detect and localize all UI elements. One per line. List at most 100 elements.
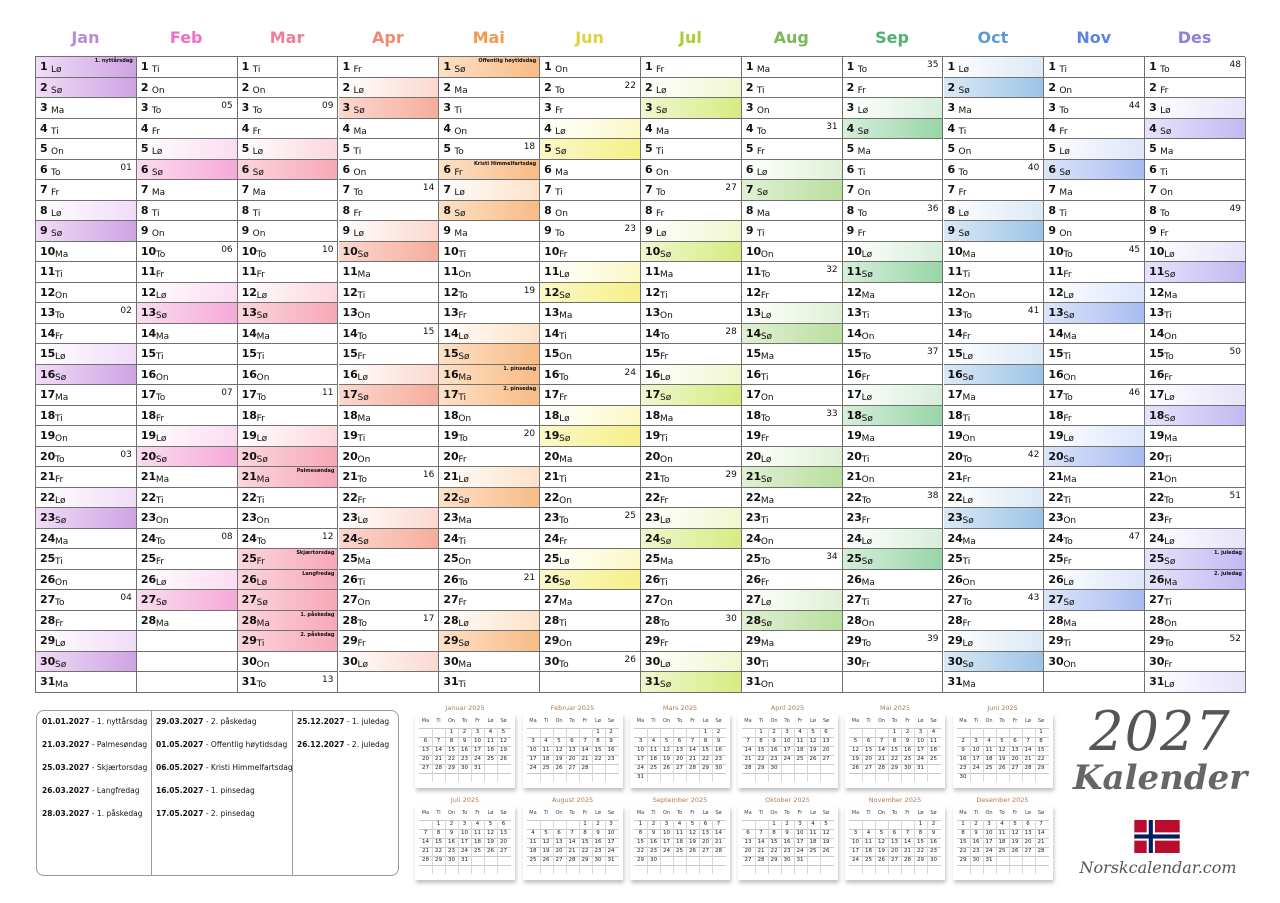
mini-month: Mai 2025 Ma Ti On To Fr Lø Sø 1 2 3 4 5 6 7 8 9 10 11 12 13 1… <box>845 704 945 788</box>
day-cell: 28 Fr <box>36 610 137 632</box>
weekday-label: Ti <box>559 331 567 342</box>
week-number: 04 <box>120 593 132 604</box>
day-cell: 25 Fr Skjærtorsdag <box>237 549 339 570</box>
weekday-label: Fr <box>1063 557 1072 568</box>
weekday-label: Ti <box>155 495 164 506</box>
day-number: 12 <box>342 285 358 299</box>
day-number: 22 <box>947 490 963 504</box>
mini-day: 17 <box>461 839 468 845</box>
mini-day: 22 <box>594 756 602 762</box>
weekday-label: Lø <box>756 167 768 178</box>
mini-day: 16 <box>904 747 911 753</box>
day-cell: 13 On <box>338 303 440 324</box>
mini-day: 17 <box>972 756 980 762</box>
mini-row-line <box>526 728 619 729</box>
day-number: 12 <box>846 285 862 299</box>
day-cell: 24 To 47 <box>1044 528 1146 550</box>
mini-col-line <box>862 728 863 782</box>
day-number: 21 <box>241 470 257 484</box>
day-cell: 7 Lø <box>439 180 541 201</box>
mini-weekday-label: Ma <box>529 810 537 816</box>
day-number: 15 <box>443 347 459 361</box>
day-number: 24 <box>947 531 963 545</box>
mini-day: 30 <box>448 857 455 863</box>
holiday-entry: 06.05.2027 - Kristi Himmelfartsdag <box>156 763 293 772</box>
mini-day: 24 <box>783 756 791 762</box>
mini-day: 1 <box>583 821 587 827</box>
day-number: 22 <box>241 490 257 504</box>
weekday-label: Ti <box>1164 454 1172 465</box>
day-cell: 3 To 44 <box>1044 98 1146 119</box>
weekday-label: Sø <box>559 290 571 301</box>
mini-day: 16 <box>783 839 791 845</box>
day-number: 13 <box>140 306 157 320</box>
day-cell: 4 Sø <box>1145 118 1246 140</box>
mini-day: 22 <box>770 848 778 854</box>
day-cell: 13 On <box>641 303 742 324</box>
mini-row-line <box>526 847 619 848</box>
weekday-label: On <box>252 229 266 240</box>
day-number: 7 <box>947 183 956 197</box>
day-number: 7 <box>40 183 48 197</box>
weekday-label: To <box>1164 495 1174 506</box>
day-number: 14 <box>40 326 56 340</box>
mini-weekday-label: To <box>461 718 468 724</box>
day-number: 10 <box>40 244 56 258</box>
day-cell: 1 Ma <box>741 57 843 78</box>
day-number: 20 <box>544 449 560 463</box>
day-number: 15 <box>342 347 358 361</box>
mini-day: 15 <box>959 839 967 845</box>
mini-day: 6 <box>824 729 828 735</box>
day-number: 19 <box>645 429 661 443</box>
day-number: 25 <box>342 552 358 566</box>
day-number: 27 <box>140 593 157 607</box>
mini-day: 25 <box>930 756 937 762</box>
day-number: 31 <box>241 675 257 689</box>
weekday-label: Ma <box>760 639 775 650</box>
year-calendar-grid: 1 Lø 1. nyttårsdag 2 Sø 3 Ma 4 Ti 5 On 6 To 01 7 Fr 8 Lø 9… <box>35 56 1246 693</box>
weekday-label: Ma <box>55 536 69 547</box>
day-cell: 10 To 45 <box>1044 241 1146 263</box>
mini-col-line <box>552 820 554 874</box>
mini-day: 9 <box>716 738 721 744</box>
weekday-label: Sø <box>962 659 974 670</box>
mini-day: 31 <box>796 857 804 863</box>
weekday-label: Fr <box>958 188 967 199</box>
mini-col-line <box>591 728 593 782</box>
weekday-label: Ti <box>256 352 265 363</box>
mini-weekday-label: To <box>569 810 575 816</box>
day-cell: 15 Ti <box>1044 344 1146 365</box>
day-cell: 19 Ti <box>641 426 742 447</box>
day-number: 28 <box>947 613 963 627</box>
weekday-label: To <box>357 331 367 342</box>
day-cell: 7 Ma <box>237 180 339 201</box>
day-cell: 27 Sø <box>136 590 238 611</box>
weekday-label: Sø <box>861 413 873 424</box>
day-number: 6 <box>846 162 855 176</box>
day-number: 25 <box>1149 552 1165 566</box>
day-cell: 3 Sø <box>338 98 440 119</box>
day-cell: 26 Lø Langfredag <box>237 569 339 591</box>
day-cell: 16 Fr <box>842 364 944 386</box>
day-number: 23 <box>1149 511 1165 525</box>
weekday-label: Lø <box>1160 106 1171 117</box>
week-number: 03 <box>120 449 132 460</box>
mini-day: 8 <box>772 830 776 836</box>
day-cell: 16 Fr <box>1145 364 1246 386</box>
mini-day: 18 <box>474 839 481 845</box>
mini-weekday-label: Fr <box>905 718 910 724</box>
day-number: 15 <box>947 347 963 361</box>
day-cell: 6 Sø <box>136 159 238 181</box>
mini-col-line <box>712 820 713 874</box>
weekday-label: Lø <box>256 577 268 588</box>
day-number: 16 <box>140 367 157 381</box>
day-number: 29 <box>342 634 358 648</box>
day-cell: 1 Ti <box>1044 57 1146 78</box>
day-cell: 6 Sø <box>237 159 339 181</box>
day-number: 11 <box>1149 265 1165 279</box>
day-cell: 8 Ma <box>741 200 843 222</box>
mini-weekday-label: Ti <box>651 718 656 724</box>
day-number: 15 <box>1149 347 1165 361</box>
weekday-label: Fr <box>1160 229 1169 240</box>
mini-day: 30 <box>972 857 980 863</box>
